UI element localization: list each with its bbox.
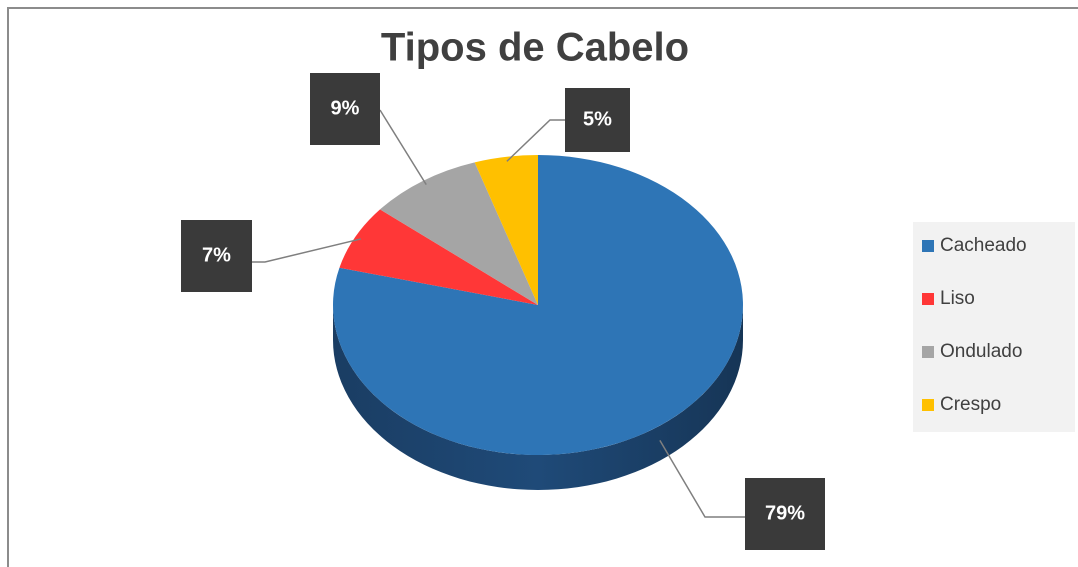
data-label-box <box>565 88 630 152</box>
data-label-box <box>745 478 825 550</box>
legend-label: Liso <box>940 288 975 309</box>
data-label: 5% <box>583 108 612 130</box>
chart-title: Tipos de Cabelo <box>381 26 689 70</box>
data-label-box <box>181 220 252 292</box>
data-label: 9% <box>331 97 360 119</box>
legend-swatch <box>922 399 934 411</box>
legend-label: Ondulado <box>940 341 1022 362</box>
legend-swatch <box>922 240 934 252</box>
pie-slice <box>474 155 538 305</box>
pie-side <box>333 305 743 490</box>
legend-label: Crespo <box>940 394 1001 415</box>
data-label: 7% <box>202 244 231 266</box>
leader-line <box>659 439 745 518</box>
legend-swatch <box>922 293 934 305</box>
legend-swatch <box>922 346 934 358</box>
leader-line <box>506 119 565 162</box>
chart-frame <box>7 7 1078 567</box>
leader-line <box>252 238 361 263</box>
legend-label: Cacheado <box>940 235 1027 256</box>
legend <box>913 222 1075 432</box>
data-label-box <box>310 73 380 145</box>
leader-line <box>379 109 427 186</box>
pie-slice <box>339 209 538 305</box>
data-label: 79% <box>765 502 805 524</box>
pie-slice <box>380 162 538 305</box>
